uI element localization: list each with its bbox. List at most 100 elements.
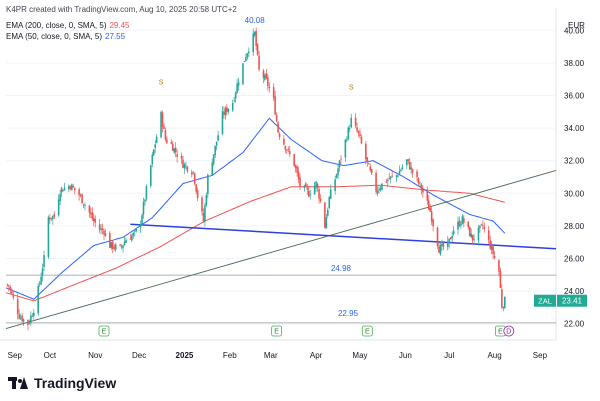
candle-body bbox=[151, 154, 154, 165]
candle-body bbox=[88, 205, 91, 213]
brand-label: TradingView bbox=[34, 375, 117, 391]
candle-body bbox=[84, 205, 86, 207]
candle-body bbox=[460, 223, 462, 226]
candle-body bbox=[114, 244, 117, 250]
last-price-badge: ZAL 23.41 bbox=[534, 294, 587, 307]
candle-body bbox=[139, 223, 142, 228]
candle-body bbox=[150, 165, 152, 187]
candle-body bbox=[63, 187, 66, 190]
candle-body bbox=[72, 186, 75, 188]
candle-body bbox=[182, 159, 184, 168]
candle-body bbox=[201, 197, 203, 212]
dividend-marker-circle bbox=[503, 325, 515, 337]
y-tick-label: 34.00 bbox=[564, 124, 585, 133]
candle-body bbox=[101, 228, 104, 231]
candle-body bbox=[294, 165, 297, 169]
x-tick-label: May bbox=[352, 351, 367, 360]
candle-body bbox=[31, 315, 34, 317]
candle-body bbox=[287, 148, 290, 150]
price-badge-value: 23.41 bbox=[562, 297, 583, 306]
candle-body bbox=[420, 184, 423, 190]
candle-body bbox=[60, 188, 63, 193]
candle-body bbox=[436, 227, 439, 246]
legend-ema200[interactable]: EMA (200, close, 0, SMA, 5) 29.45 bbox=[6, 21, 130, 31]
candle-body bbox=[195, 184, 197, 192]
x-tick-label: Mar bbox=[264, 351, 278, 360]
x-tick-label: Sep bbox=[533, 351, 548, 360]
candle-body bbox=[303, 185, 306, 189]
candle-body bbox=[385, 181, 388, 183]
earnings-marker-box bbox=[271, 325, 283, 337]
candle-body bbox=[277, 122, 279, 133]
symbol-badge-box bbox=[534, 294, 556, 307]
candle-body bbox=[19, 317, 22, 319]
candle-body bbox=[252, 33, 255, 53]
candle-body bbox=[22, 319, 25, 322]
horizontal-levels: 24.98 40.08 22.95 bbox=[6, 16, 556, 324]
candle-body bbox=[487, 230, 490, 240]
legend-ema50[interactable]: EMA (50, close, 0, SMA, 5) 27.55 bbox=[6, 32, 125, 42]
candle-body bbox=[283, 138, 285, 145]
candle-body bbox=[429, 207, 432, 212]
candle-body bbox=[482, 225, 484, 227]
candle-body bbox=[185, 165, 187, 167]
candle-body bbox=[441, 243, 443, 246]
candle-body bbox=[366, 157, 369, 163]
candle-body bbox=[335, 174, 338, 178]
chart-axes: 22.00 24.00 26.00 28.00 30.00 32.00 34.00 36.00… bbox=[0, 8, 585, 360]
candle-body bbox=[18, 314, 20, 319]
candle-body bbox=[493, 255, 496, 259]
tradingview-icon bbox=[8, 377, 28, 389]
candle-body bbox=[357, 130, 360, 133]
candle-body bbox=[30, 315, 32, 323]
candle-body bbox=[359, 133, 361, 137]
candle-body bbox=[461, 216, 464, 225]
dividend-marker: D bbox=[503, 325, 515, 337]
candle-body bbox=[6, 284, 9, 286]
candle-body bbox=[489, 240, 491, 249]
level-label: 24.98 bbox=[331, 264, 352, 273]
candle-body bbox=[40, 276, 42, 285]
candle-body bbox=[81, 194, 83, 204]
candle-body bbox=[145, 186, 148, 200]
candle-body bbox=[245, 56, 247, 62]
rising-trendline bbox=[5, 170, 557, 330]
candle-body bbox=[217, 135, 219, 141]
candle-body bbox=[375, 172, 377, 192]
candle-body bbox=[274, 96, 276, 115]
y-tick-label: 26.00 bbox=[564, 255, 585, 264]
candle-body bbox=[125, 239, 127, 243]
x-tick-label: Feb bbox=[223, 351, 237, 360]
candle-body bbox=[411, 169, 414, 173]
candle-body bbox=[410, 167, 412, 170]
candle-body bbox=[400, 169, 402, 171]
candle-body bbox=[348, 128, 351, 129]
candle-body bbox=[502, 307, 505, 309]
candle-body bbox=[408, 161, 411, 170]
candle-body bbox=[458, 220, 461, 226]
candle-body bbox=[504, 296, 506, 309]
candle-body bbox=[438, 246, 440, 253]
candle-body bbox=[417, 178, 420, 184]
candle-body bbox=[379, 188, 382, 191]
trend-lines[interactable] bbox=[5, 170, 557, 330]
candle-body bbox=[299, 177, 301, 186]
candle-body bbox=[367, 163, 370, 165]
candle-body bbox=[256, 44, 259, 55]
candle-body bbox=[324, 202, 326, 228]
earnings-marker: E bbox=[98, 325, 110, 337]
candle-body bbox=[205, 194, 208, 206]
split-marker: S bbox=[349, 85, 354, 92]
candle-body bbox=[212, 154, 215, 164]
candle-body bbox=[41, 268, 44, 276]
candle-body bbox=[347, 127, 350, 140]
candle-body bbox=[123, 241, 126, 245]
dividend-marker-label: D bbox=[506, 329, 511, 336]
tradingview-logo[interactable]: TradingView bbox=[8, 375, 116, 391]
candle-body bbox=[451, 235, 453, 239]
y-tick-label: 28.00 bbox=[564, 222, 585, 231]
candle-body bbox=[432, 219, 434, 227]
candle-body bbox=[258, 55, 260, 70]
